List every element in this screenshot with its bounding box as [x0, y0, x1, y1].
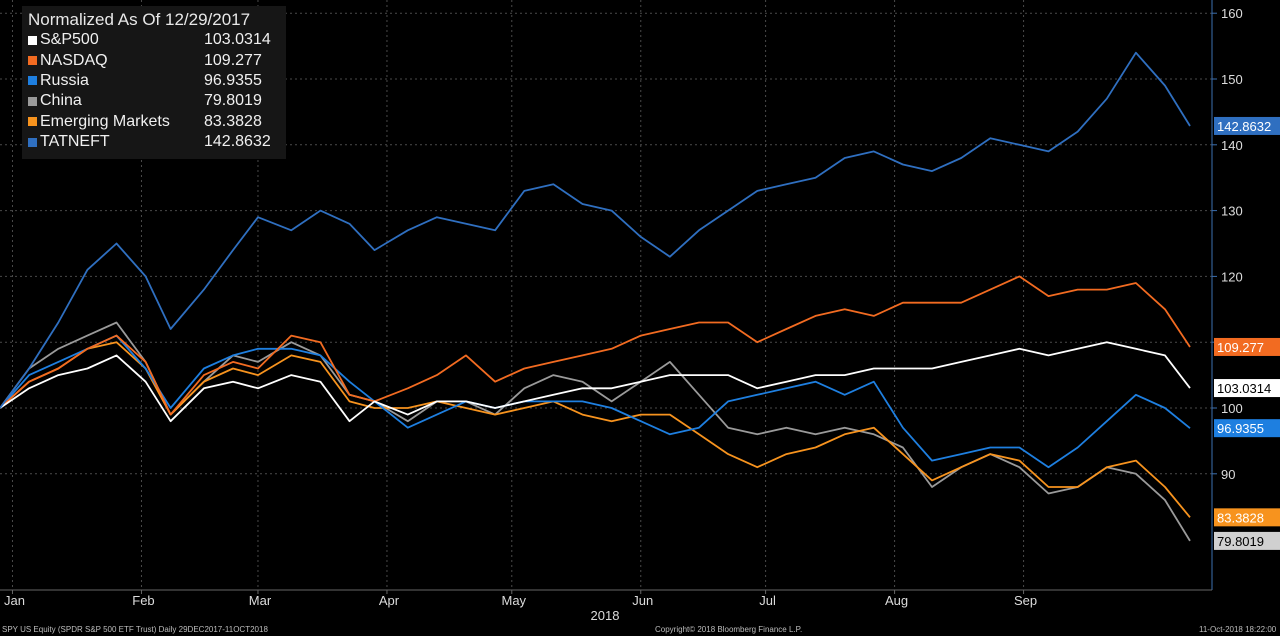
last-value-label-bg — [1214, 419, 1280, 438]
y-tick-label: 130 — [1221, 204, 1243, 219]
last-value-labels: 103.0314 109.277 96.9355 79.8019 83.3828 142.… — [1214, 116, 1280, 550]
legend-series-value: 103.0314 — [204, 31, 271, 49]
x-tick-label: Aug — [885, 593, 908, 608]
legend-swatch — [28, 76, 37, 86]
y-tick-label: 120 — [1221, 269, 1243, 284]
last-value-label-bg — [1214, 337, 1280, 356]
legend-entry: China 79.8019 — [28, 91, 280, 111]
legend-series-value: 109.277 — [204, 51, 262, 69]
series-line-china — [0, 321, 1191, 542]
x-tick-label: Feb — [132, 593, 154, 608]
legend-swatch — [28, 56, 37, 66]
legend-entries: S&P500 103.0314 NASDAQ 109.277 Russia 96.9355… — [28, 30, 280, 152]
footer-timestamp: 11-Oct-2018 18:22:00 — [1199, 625, 1277, 634]
legend-entry: Russia 96.9355 — [28, 71, 280, 91]
legend-swatch — [28, 117, 37, 127]
legend-series-name: TATNEFT — [40, 133, 110, 151]
y-tick-label: 90 — [1221, 467, 1235, 482]
legend-title: Normalized As Of 12/29/2017 — [28, 10, 251, 29]
series-line-tatneft — [0, 51, 1191, 409]
x-axis-title: 2018 — [591, 608, 620, 623]
footer-copyright: Copyright© 2018 Bloomberg Finance L.P. — [655, 625, 803, 634]
legend-series-value: 79.8019 — [204, 92, 262, 110]
last-value-label: 103.0314 — [1217, 381, 1271, 396]
legend-series-value: 142.8632 — [204, 133, 271, 151]
legend-series-name: Emerging Markets — [40, 112, 170, 130]
last-value-label-bg — [1214, 508, 1280, 527]
last-value-label-bg — [1214, 531, 1280, 550]
last-value-label-bg — [1214, 379, 1280, 398]
series-line-nasdaq — [0, 275, 1191, 416]
y-tick-label: 150 — [1221, 72, 1243, 87]
legend-swatch — [28, 137, 37, 147]
last-value-label-bg — [1214, 116, 1280, 135]
legend-entry: NASDAQ 109.277 — [28, 50, 280, 70]
series-lines — [0, 51, 1191, 542]
y-axis-ticks: 90100110120130140150160 — [1212, 6, 1243, 482]
last-value-label: 142.8632 — [1217, 119, 1271, 134]
x-tick-label: Jun — [632, 593, 653, 608]
legend-series-name: Russia — [40, 71, 89, 89]
x-tick-label: Jan — [4, 593, 25, 608]
last-value-label: 96.9355 — [1217, 421, 1264, 436]
last-value-label: 79.8019 — [1217, 534, 1264, 549]
legend-entry: TATNEFT 142.8632 — [28, 132, 280, 152]
last-value-label: 83.3828 — [1217, 510, 1264, 525]
legend: Normalized As Of 12/29/2017 S&P500 103.03… — [22, 6, 286, 159]
last-value-label: 109.277 — [1217, 340, 1264, 355]
legend-series-name: S&P500 — [40, 31, 99, 49]
legend-entry: Emerging Markets 83.3828 — [28, 112, 280, 132]
y-tick-label: 140 — [1221, 138, 1243, 153]
legend-swatch — [28, 35, 37, 45]
x-tick-label: Sep — [1014, 593, 1037, 608]
legend-series-name: NASDAQ — [40, 51, 108, 69]
legend-entry: S&P500 103.0314 — [28, 30, 280, 50]
x-tick-label: May — [502, 593, 527, 608]
legend-series-value: 96.9355 — [204, 71, 262, 89]
x-axis-ticks: Jan Feb Mar Apr May Jun Jul Aug Sep — [4, 590, 1037, 608]
footer-security-info: SPY US Equity (SPDR S&P 500 ETF Trust) D… — [2, 625, 268, 634]
series-line-s-p500 — [0, 341, 1191, 423]
legend-series-name: China — [40, 92, 82, 110]
series-line-emerging-markets — [0, 341, 1191, 518]
legend-series-value: 83.3828 — [204, 112, 262, 130]
x-tick-label: Jul — [759, 593, 776, 608]
x-tick-label: Apr — [379, 593, 400, 608]
x-tick-label: Mar — [249, 593, 272, 608]
series-line-russia — [0, 334, 1191, 469]
legend-swatch — [28, 96, 37, 106]
y-tick-label: 100 — [1221, 401, 1243, 416]
y-tick-label: 160 — [1221, 6, 1243, 21]
